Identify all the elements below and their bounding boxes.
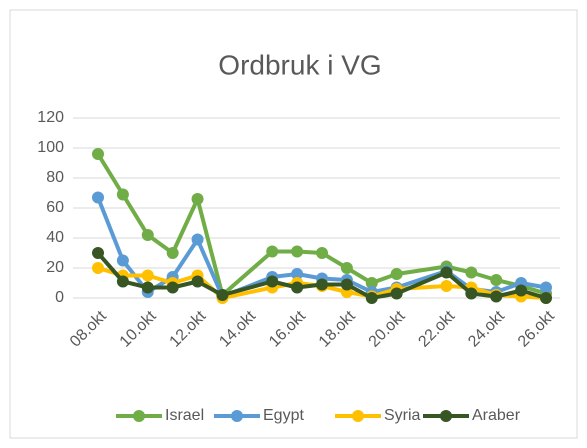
legend-marker <box>440 410 452 422</box>
data-point <box>191 275 204 288</box>
data-point <box>191 233 204 246</box>
legend-marker <box>231 410 243 422</box>
data-point <box>316 278 328 291</box>
data-point <box>390 287 403 300</box>
data-point <box>440 280 453 292</box>
data-point <box>440 266 453 279</box>
legend-label: Israel <box>165 407 204 424</box>
y-tick-label: 20 <box>46 259 64 276</box>
data-point <box>316 247 328 259</box>
data-point <box>515 284 528 297</box>
data-point <box>116 254 129 267</box>
legend-label: Araber <box>472 407 521 424</box>
data-point <box>365 292 378 304</box>
data-point <box>465 266 478 279</box>
data-point <box>291 281 304 294</box>
data-point <box>92 191 104 204</box>
y-tick-label: 80 <box>46 169 64 186</box>
y-tick-label: 100 <box>37 139 64 156</box>
data-point <box>540 281 552 294</box>
data-point <box>465 287 478 300</box>
data-point <box>92 148 104 160</box>
data-point <box>92 262 104 274</box>
data-point <box>390 268 403 280</box>
legend-marker <box>352 410 364 422</box>
chart-title: Ordbruk i VG <box>218 49 381 80</box>
y-tick-label: 120 <box>37 109 64 126</box>
data-point <box>141 229 154 241</box>
data-point <box>92 247 104 259</box>
data-point <box>141 269 154 282</box>
y-tick-label: 40 <box>46 229 64 246</box>
data-point <box>490 290 503 303</box>
data-point <box>266 275 279 288</box>
data-point <box>166 247 179 259</box>
data-point <box>365 277 378 289</box>
data-point <box>266 245 279 258</box>
y-tick-label: 0 <box>55 289 64 306</box>
data-point <box>490 274 503 286</box>
data-point <box>540 292 552 304</box>
data-point <box>166 281 179 294</box>
legend-marker <box>133 410 145 422</box>
data-point <box>291 268 304 280</box>
data-point <box>141 281 154 294</box>
legend-label: Egypt <box>263 407 304 424</box>
data-point <box>216 289 229 301</box>
y-tick-label: 60 <box>46 199 64 216</box>
data-point <box>291 245 304 258</box>
data-point <box>116 275 129 288</box>
data-point <box>116 188 129 201</box>
legend-label: Syria <box>384 407 421 424</box>
data-point <box>191 193 204 205</box>
chart-frame <box>9 9 578 439</box>
data-point <box>340 278 353 291</box>
data-point <box>340 262 353 274</box>
